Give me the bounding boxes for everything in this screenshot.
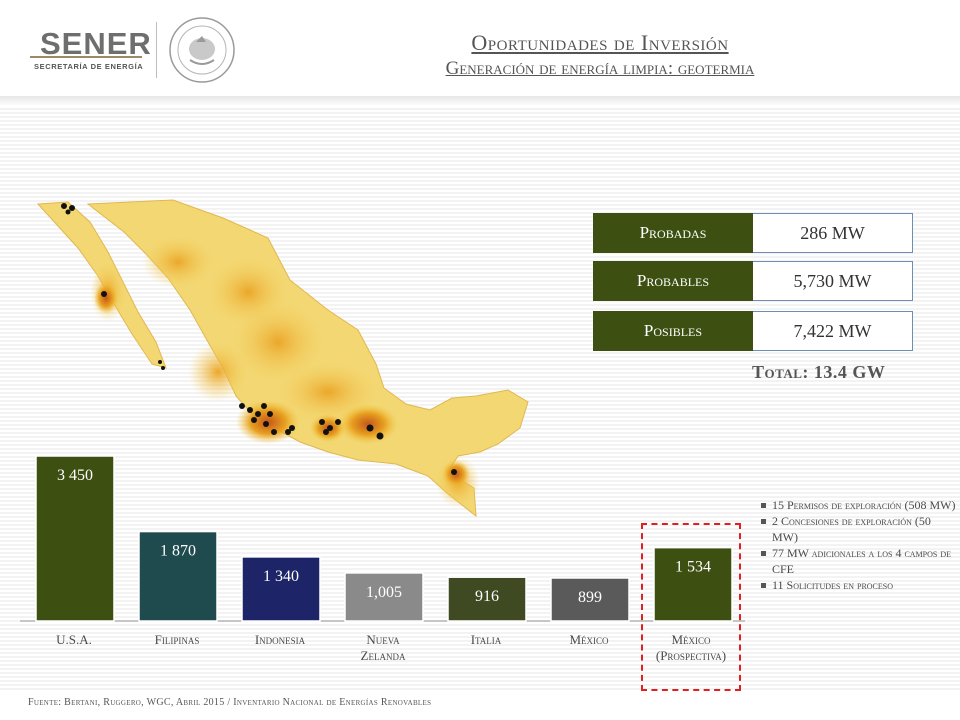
bar-4 <box>447 576 527 622</box>
bar-0 <box>35 455 115 622</box>
header: SENER SECRETARÍA DE ENERGÍA Oportunidade… <box>0 0 960 100</box>
capacity-bar-chart: 3 450 1 870 1 340 1,005 916 899 1 534 <box>20 455 745 622</box>
reserve-value: 286 MW <box>753 213 913 253</box>
geothermal-map <box>36 199 529 518</box>
bullet-item: 15 Permisos de exploración (508 MW) <box>760 497 956 513</box>
bar-1 <box>138 530 218 622</box>
reserve-value: 7,422 MW <box>753 311 913 351</box>
reserve-row-posibles: Posibles 7,422 MW <box>593 311 913 351</box>
x-label-mexico-prospectiva: México (Prospectiva) <box>641 632 741 664</box>
reserve-row-probables: Probables 5,730 MW <box>593 261 913 301</box>
x-label-italia: Italia <box>470 632 502 647</box>
bar-3 <box>344 572 424 622</box>
x-label-nueva-zelanda: Nueva Zelanda <box>333 632 433 664</box>
bar-value-label-5: 899 <box>578 589 602 606</box>
bar-value-label-3: 1,005 <box>366 584 402 601</box>
bullet-item: 2 Concesiones de exploración (50 MW) <box>760 513 956 545</box>
bar-value-label-0: 3 450 <box>57 467 93 484</box>
x-label-mp-line2: (Prospectiva) <box>655 648 727 663</box>
sener-logo-subtitle: SECRETARÍA DE ENERGÍA <box>34 62 144 71</box>
header-shadow <box>0 96 960 106</box>
bullet-item: 11 Solicitudes en proceso <box>760 577 956 593</box>
bar-5 <box>550 577 630 622</box>
x-label-mexico: México <box>569 632 609 647</box>
x-label-filipinas: Filipinas <box>154 632 200 647</box>
x-label-indonesia: Indonesia <box>254 632 306 647</box>
sener-logo: SENER <box>40 26 152 61</box>
bar-value-label-6: 1 534 <box>675 559 711 576</box>
bar-2 <box>241 556 321 622</box>
logo-underline <box>30 56 142 58</box>
reserve-value: 5,730 MW <box>753 261 913 301</box>
bar-value-label-1: 1 870 <box>160 543 196 560</box>
logo-divider <box>156 22 157 78</box>
x-label-usa: U.S.A. <box>56 632 92 647</box>
reserve-label: Probadas <box>593 213 753 253</box>
page-subtitle: Generación de energía limpia: geotermia <box>445 58 755 79</box>
bullet-list: 15 Permisos de exploración (508 MW) 2 Co… <box>760 497 956 593</box>
bar-value-label-4: 916 <box>475 588 499 605</box>
bar-value-label-2: 1 340 <box>263 568 299 585</box>
reserve-label: Probables <box>593 261 753 301</box>
highlight-prospectiva-box <box>641 523 741 691</box>
reserve-row-probadas: Probadas 286 MW <box>593 213 913 253</box>
mexico-seal-icon <box>169 17 235 83</box>
x-label-mp-line1: México <box>671 632 711 647</box>
bar-6 <box>653 546 733 622</box>
page-title: Oportunidades de Inversión <box>471 30 729 55</box>
x-label-nz-line2: Zelanda <box>360 648 406 663</box>
total-capacity: Total: 13.4 GW <box>752 362 886 382</box>
x-label-nz-line1: Nueva <box>366 632 400 647</box>
bullet-item: 77 MW adicionales a los 4 campos de CFE <box>760 545 956 577</box>
source-footer: Fuente: Bertani, Ruggero, WGC, Abril 201… <box>28 697 432 708</box>
reserve-label: Posibles <box>593 311 753 351</box>
